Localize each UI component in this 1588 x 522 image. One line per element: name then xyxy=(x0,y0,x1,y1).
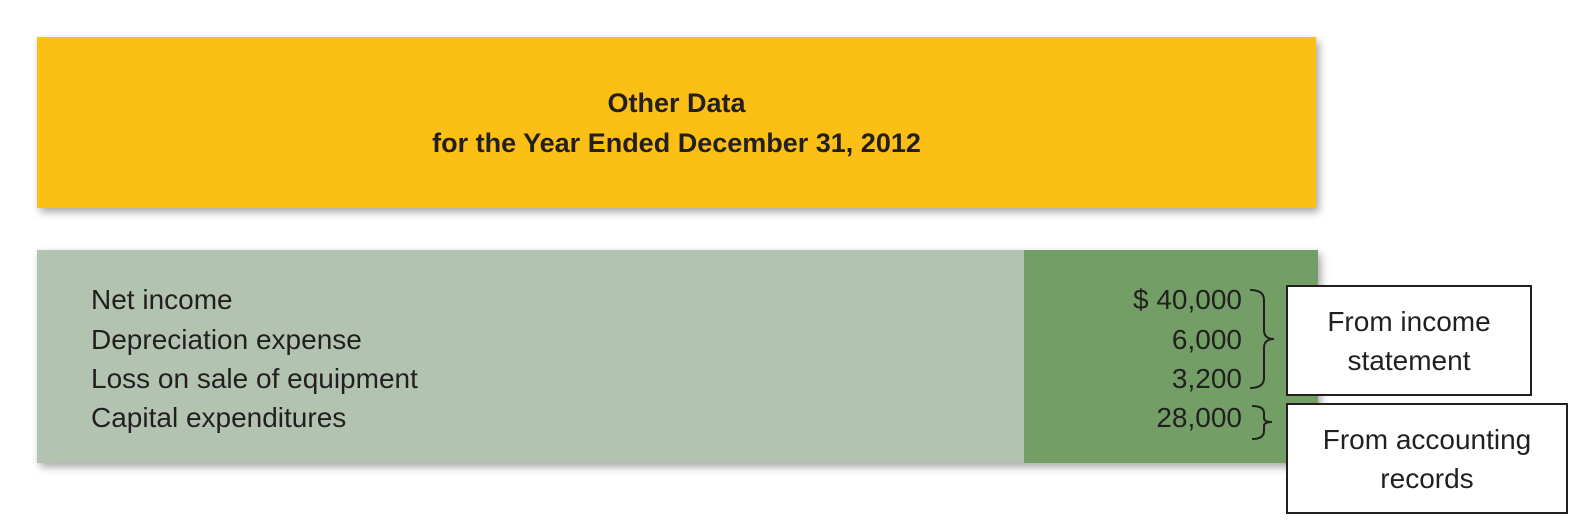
value-column: $ 40,000 6,000 3,200 28,000 xyxy=(1024,250,1318,463)
header-subtitle: for the Year Ended December 31, 2012 xyxy=(432,127,921,158)
note-accounting-records-line2: records xyxy=(1380,462,1474,494)
note-income-statement: From income statement xyxy=(1286,285,1532,396)
note-income-statement-line1: From income xyxy=(1327,305,1491,337)
label-column: Net income Depreciation expense Loss on … xyxy=(37,250,1024,463)
row-value-net-income: $ 40,000 xyxy=(1133,284,1242,315)
header-banner: Other Data for the Year Ended December 3… xyxy=(37,37,1316,208)
income-statement-brace xyxy=(1249,289,1275,389)
row-label-net-income: Net income xyxy=(91,284,233,315)
header-title: Other Data xyxy=(607,87,746,118)
row-label-depreciation-expense: Depreciation expense xyxy=(91,324,362,355)
row-label-loss-on-sale: Loss on sale of equipment xyxy=(91,363,418,394)
note-income-statement-line2: statement xyxy=(1347,344,1471,376)
row-value-depreciation-expense: 6,000 xyxy=(1171,324,1242,355)
row-label-capital-expenditures: Capital expenditures xyxy=(91,402,347,433)
row-value-loss-on-sale: 3,200 xyxy=(1171,363,1242,394)
note-accounting-records: From accounting records xyxy=(1286,403,1568,514)
accounting-records-brace xyxy=(1251,405,1273,440)
row-value-capital-expenditures: 28,000 xyxy=(1156,402,1242,433)
data-panel: Net income Depreciation expense Loss on … xyxy=(37,250,1318,463)
note-accounting-records-line1: From accounting xyxy=(1322,423,1532,455)
